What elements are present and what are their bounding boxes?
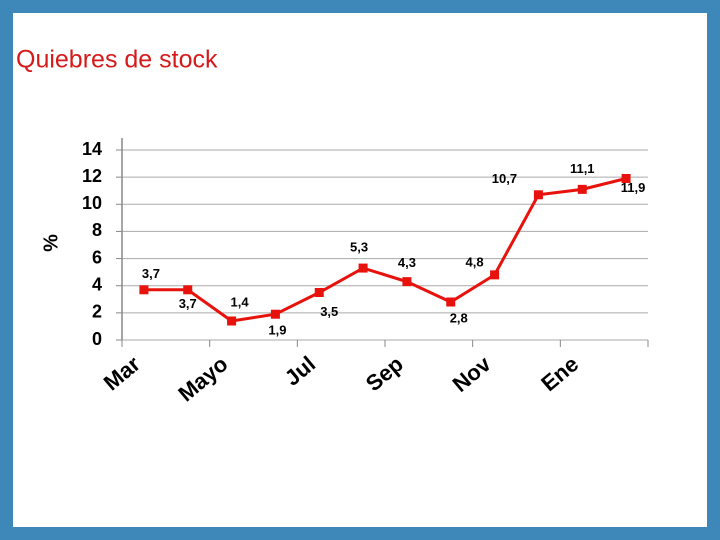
y-tick-label: 10: [82, 193, 102, 213]
data-point: [490, 270, 500, 280]
data-label: 2,8: [450, 310, 468, 325]
data-label: 1,9: [268, 323, 286, 338]
data-point: [270, 309, 280, 319]
data-point: [139, 285, 149, 295]
data-label: 4,3: [398, 255, 416, 270]
data-point: [577, 184, 587, 194]
data-label: 4,8: [466, 254, 484, 269]
y-tick-label: 6: [92, 247, 102, 267]
data-point: [314, 288, 324, 297]
series-line: [143, 177, 627, 323]
data-point: [402, 277, 412, 287]
data-label: 3,7: [142, 266, 160, 281]
y-tick-label: 0: [92, 329, 102, 349]
data-label: 5,3: [350, 240, 368, 255]
y-tick-label: 2: [92, 302, 102, 322]
data-label: 11,1: [570, 161, 595, 176]
data-point: [358, 263, 368, 273]
y-tick-label: 8: [92, 220, 102, 240]
y-axis-label: %: [40, 234, 62, 252]
y-tick-label: 4: [92, 274, 102, 294]
data-point: [446, 297, 456, 307]
data-point: [621, 174, 631, 183]
data-label: 1,4: [231, 294, 250, 309]
data-point: [227, 316, 237, 326]
y-tick-label: 12: [82, 166, 102, 186]
data-point: [533, 190, 543, 200]
data-label: 3,7: [179, 296, 197, 311]
data-point: [183, 285, 193, 295]
y-tick-label: 14: [82, 139, 102, 159]
data-label: 3,5: [320, 304, 338, 319]
slide-title: Quiebres de stock: [16, 46, 218, 74]
data-label: 10,7: [492, 171, 517, 186]
data-label: 11,9: [621, 180, 646, 195]
